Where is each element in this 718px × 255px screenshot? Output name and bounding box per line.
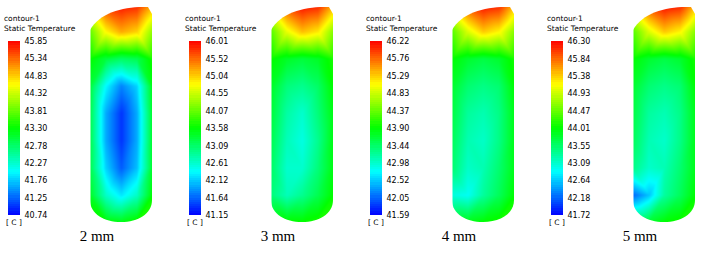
svg-text:43.90: 43.90 [387, 124, 410, 133]
svg-text:44.55: 44.55 [206, 89, 229, 98]
svg-text:45.76: 45.76 [387, 54, 410, 63]
svg-text:43.81: 43.81 [25, 107, 48, 116]
svg-text:46.30: 46.30 [568, 37, 591, 46]
svg-text:44.07: 44.07 [206, 107, 229, 116]
svg-text:45.29: 45.29 [387, 72, 410, 81]
svg-text:42.05: 42.05 [387, 194, 410, 203]
svg-text:44.32: 44.32 [25, 89, 48, 98]
svg-text:41.64: 41.64 [206, 194, 229, 203]
html-text:Static Temperature: Static Temperature [547, 24, 619, 33]
svg-text:42.98: 42.98 [387, 159, 410, 168]
svg-text:42.52: 42.52 [387, 176, 410, 185]
svg-text:44.83: 44.83 [25, 72, 48, 81]
html-text:3 mm: 3 mm [260, 228, 296, 244]
svg-text:43.44: 43.44 [387, 142, 410, 151]
svg-text:45.52: 45.52 [206, 55, 229, 64]
html-text:Static Temperature: Static Temperature [366, 24, 438, 33]
html-text:Static Temperature: Static Temperature [4, 24, 76, 33]
svg-text:41.25: 41.25 [25, 194, 48, 203]
svg-text:42.12: 42.12 [206, 176, 229, 185]
html-text:[ C ]: [ C ] [368, 218, 384, 227]
svg-text:45.85: 45.85 [25, 37, 48, 46]
svg-text:41.59: 41.59 [387, 211, 410, 220]
svg-text:45.84: 45.84 [568, 55, 591, 64]
html-text:4 mm: 4 mm [441, 228, 477, 244]
svg-text:46.22: 46.22 [387, 37, 410, 46]
svg-text:42.18: 42.18 [568, 194, 591, 203]
html-text:contour-1: contour-1 [185, 14, 221, 23]
svg-text:44.83: 44.83 [387, 89, 410, 98]
svg-text:41.76: 41.76 [25, 176, 48, 185]
html-text:[ C ]: [ C ] [549, 218, 565, 227]
svg-text:41.15: 41.15 [206, 211, 229, 220]
html-text:contour-1: contour-1 [366, 14, 402, 23]
svg-text:41.72: 41.72 [568, 211, 591, 220]
html-text:contour-1: contour-1 [4, 14, 40, 23]
html-text:[ C ]: [ C ] [187, 218, 203, 227]
svg-text:43.58: 43.58 [206, 124, 229, 133]
svg-text:44.47: 44.47 [568, 107, 591, 116]
html-text:2 mm: 2 mm [79, 228, 115, 244]
svg-text:43.09: 43.09 [568, 159, 591, 168]
svg-text:40.74: 40.74 [25, 211, 48, 220]
svg-text:45.34: 45.34 [25, 54, 48, 63]
svg-text:43.30: 43.30 [25, 124, 48, 133]
svg-text:46.01: 46.01 [206, 37, 229, 46]
svg-text:43.55: 43.55 [568, 142, 591, 151]
svg-text:45.04: 45.04 [206, 72, 229, 81]
html-text:5 mm: 5 mm [622, 228, 658, 244]
svg-text:44.01: 44.01 [568, 124, 591, 133]
svg-text:43.09: 43.09 [206, 142, 229, 151]
html-text:Static Temperature: Static Temperature [185, 24, 257, 33]
svg-text:42.64: 42.64 [568, 176, 591, 185]
html-text:[ C ]: [ C ] [6, 218, 22, 227]
svg-text:42.27: 42.27 [25, 159, 48, 168]
svg-text:45.38: 45.38 [568, 72, 591, 81]
svg-text:44.93: 44.93 [568, 89, 591, 98]
svg-text:42.78: 42.78 [25, 142, 48, 151]
svg-text:44.37: 44.37 [387, 107, 410, 116]
svg-text:42.61: 42.61 [206, 159, 229, 168]
html-text:contour-1: contour-1 [547, 14, 583, 23]
